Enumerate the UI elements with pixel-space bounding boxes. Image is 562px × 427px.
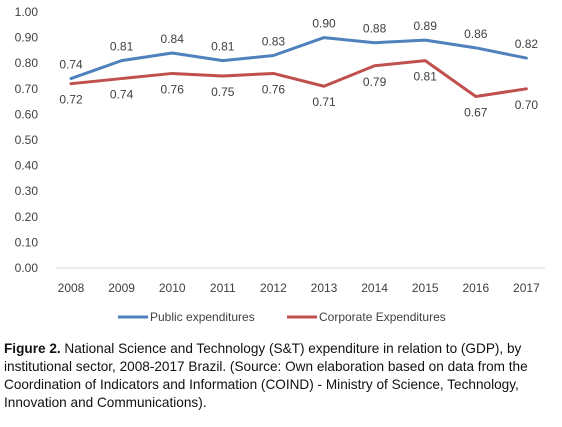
y-tick-label: 0.70 xyxy=(15,82,39,96)
public-data-label: 0.82 xyxy=(515,37,539,51)
corporate-data-label: 0.76 xyxy=(161,82,185,96)
legend-label-public: Public expenditures xyxy=(150,310,255,324)
figure-caption: Figure 2. National Science and Technolog… xyxy=(4,340,558,412)
corporate-expenditures-line xyxy=(69,59,528,98)
caption-label: Figure 2. xyxy=(4,341,61,356)
public-data-label: 0.90 xyxy=(312,17,336,31)
corporate-data-label: 0.71 xyxy=(312,95,336,109)
public-data-label: 0.84 xyxy=(161,32,185,46)
public-data-label: 0.81 xyxy=(211,40,235,54)
corporate-data-label: 0.75 xyxy=(211,85,235,99)
corporate-data-label: 0.81 xyxy=(414,70,438,84)
y-tick-label: 0.10 xyxy=(15,235,39,249)
public-data-label: 0.86 xyxy=(464,27,488,41)
public-expenditures-line xyxy=(69,36,528,81)
legend-label-corporate: Corporate Expenditures xyxy=(319,310,446,324)
x-tick-label: 2014 xyxy=(361,281,388,295)
corporate-data-label: 0.72 xyxy=(59,93,83,107)
corporate-data-label: 0.79 xyxy=(363,75,387,89)
x-tick-label: 2012 xyxy=(260,281,287,295)
x-tick-label: 2008 xyxy=(58,281,85,295)
y-tick-label: 0.50 xyxy=(15,133,39,147)
chart-canvas: 0.00 0.10 0.20 0.30 0.40 0.50 0.60 0.70 0.80 0.90… xyxy=(15,5,545,324)
public-data-label: 0.81 xyxy=(110,40,134,54)
public-data-label: 0.88 xyxy=(363,22,387,36)
caption-text: National Science and Technology (S&T) ex… xyxy=(4,341,528,410)
corporate-data-label: 0.76 xyxy=(262,82,286,96)
y-tick-label: 0.30 xyxy=(15,184,39,198)
y-tick-label: 0.20 xyxy=(15,210,39,224)
public-data-label: 0.74 xyxy=(59,58,83,72)
x-tick-label: 2013 xyxy=(311,281,338,295)
y-tick-label: 0.80 xyxy=(15,56,39,70)
y-tick-label: 0.90 xyxy=(15,31,39,45)
corporate-data-label: 0.74 xyxy=(110,88,134,102)
y-tick-label: 0.40 xyxy=(15,159,39,173)
x-tick-label: 2010 xyxy=(159,281,186,295)
corporate-data-label: 0.67 xyxy=(464,105,488,119)
x-tick-label: 2009 xyxy=(108,281,135,295)
x-tick-label: 2011 xyxy=(210,281,236,295)
y-tick-label: 0.60 xyxy=(15,107,39,121)
public-data-label: 0.89 xyxy=(414,19,438,33)
x-tick-label: 2015 xyxy=(412,281,439,295)
x-tick-label: 2016 xyxy=(462,281,489,295)
line-chart: 0.00 0.10 0.20 0.30 0.40 0.50 0.60 0.70 0.80 0.90… xyxy=(15,5,545,324)
y-tick-label: 1.00 xyxy=(15,5,39,19)
x-tick-label: 2017 xyxy=(513,281,540,295)
public-data-label: 0.83 xyxy=(262,35,286,49)
y-tick-label: 0.00 xyxy=(15,261,39,275)
corporate-data-label: 0.70 xyxy=(515,98,539,112)
